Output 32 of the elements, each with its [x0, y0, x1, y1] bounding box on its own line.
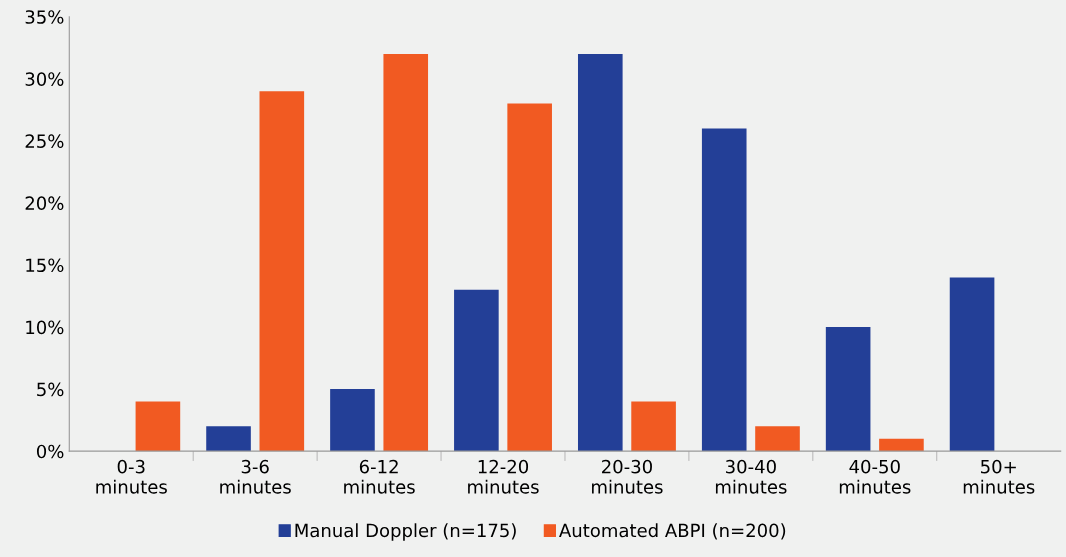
x-tick-label: 30-40 minutes	[715, 459, 787, 494]
x-tick-label: 40-50 minutes	[839, 459, 911, 494]
bar	[825, 327, 871, 452]
bar	[879, 438, 924, 452]
y-tick-label: 0%	[36, 444, 64, 459]
x-tick-label: 3-6 minutes	[220, 459, 291, 494]
bar	[755, 426, 800, 452]
y-tick-label: 15%	[26, 258, 64, 273]
legend-label: Manual Doppler (n=175)	[295, 523, 516, 541]
y-tick-label: 35%	[25, 10, 64, 24]
bar	[631, 401, 676, 452]
y-tick-label: 10%	[26, 320, 64, 335]
y-tick-label: 30%	[25, 72, 64, 86]
x-tick-label: 20-30 minutes	[592, 459, 663, 494]
bar	[454, 289, 499, 452]
bar	[949, 277, 995, 452]
bar	[701, 128, 747, 452]
y-tick-label: 5%	[37, 382, 64, 397]
y-tick-label: 25%	[25, 134, 64, 148]
x-tick-label: 50+ minutes	[963, 459, 1035, 494]
bar	[259, 91, 305, 452]
x-tick-label: 6-12 minutes	[344, 459, 415, 494]
y-tick-label: 20%	[25, 196, 64, 211]
bar	[577, 53, 623, 452]
bar	[206, 426, 251, 452]
legend-label: Automated ABPI (n=200)	[559, 523, 786, 540]
x-tick-label: 12-20 minutes	[468, 459, 539, 494]
bar	[330, 389, 375, 452]
x-tick-label: 0-3 minutes	[96, 459, 167, 494]
bar	[135, 401, 181, 452]
bar	[383, 53, 429, 452]
bar	[507, 103, 552, 452]
